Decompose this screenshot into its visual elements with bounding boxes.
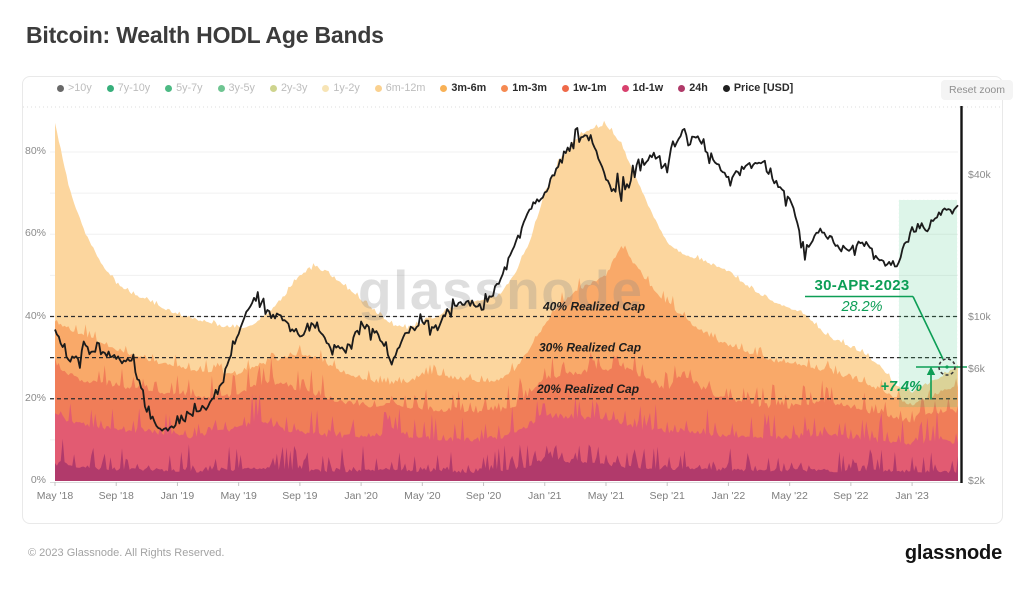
reset-zoom-button[interactable]: Reset zoom bbox=[941, 80, 1014, 100]
x-axis-tick: May '22 bbox=[771, 490, 808, 502]
x-axis-tick: Sep '21 bbox=[649, 490, 685, 502]
y-axis-right-tick: $40k bbox=[968, 169, 991, 182]
legend-dot bbox=[621, 84, 629, 92]
x-axis-tick: Sep '19 bbox=[282, 490, 318, 502]
legend-item-3m-6m[interactable]: 3m-6m bbox=[440, 82, 486, 94]
legend: >10y 7y-10y 5y-7y 3y-5y 2y-3y 1y-2y 6m-12m 3m-6… bbox=[57, 82, 793, 94]
legend-item-1w-1m[interactable]: 1w-1m bbox=[562, 82, 607, 94]
x-axis-tick: Sep '20 bbox=[465, 490, 502, 502]
legend-dot bbox=[678, 84, 686, 92]
legend-item-1m-3m[interactable]: 1m-3m bbox=[501, 82, 547, 94]
x-axis-tick: Sep '22 bbox=[833, 490, 869, 502]
legend-dot bbox=[722, 84, 730, 92]
legend-label: 2y-3y bbox=[280, 82, 308, 94]
legend-label: 1w-1m bbox=[573, 82, 607, 94]
legend-dot bbox=[165, 84, 173, 92]
legend-label: Price [USD] bbox=[733, 82, 794, 94]
legend-dot bbox=[440, 84, 448, 92]
legend-label: 24h bbox=[689, 82, 708, 94]
x-axis-tick: May '18 bbox=[36, 490, 74, 502]
legend-label: 5y-7y bbox=[176, 82, 203, 94]
legend-label: 1m-3m bbox=[512, 82, 547, 94]
watermark: glassnode bbox=[358, 259, 644, 321]
legend-item-6m-12m[interactable]: 6m-12m bbox=[374, 82, 426, 94]
x-axis-tick: May '20 bbox=[404, 490, 441, 502]
legend-dot bbox=[269, 84, 277, 92]
x-axis-tick: Jan '22 bbox=[711, 490, 746, 502]
y-axis-right-tick: $2k bbox=[968, 475, 985, 487]
legend-item-24h[interactable]: 24h bbox=[678, 82, 708, 94]
legend-dot bbox=[501, 84, 509, 92]
callout-date: 30-APR-2023 bbox=[814, 277, 910, 294]
y-axis-left-tick: 20% bbox=[24, 391, 46, 404]
x-axis-tick: Jan '23 bbox=[895, 490, 929, 502]
legend-item-1y-2y[interactable]: 1y-2y bbox=[322, 82, 360, 94]
legend-dot bbox=[57, 84, 64, 92]
y-axis-left-tick: 40% bbox=[24, 309, 46, 322]
legend-item-3y-5y[interactable]: 3y-5y bbox=[217, 82, 255, 94]
legend-label: 3y-5y bbox=[228, 82, 255, 94]
legend-label: 7y-10y bbox=[117, 82, 151, 94]
legend-label: 1y-2y bbox=[333, 82, 360, 94]
y-axis-left-tick: 80% bbox=[24, 145, 46, 157]
legend-label: 6m-12m bbox=[385, 82, 426, 94]
legend-item-10y[interactable]: >10y bbox=[57, 82, 92, 94]
glassnode-logo: glassnode bbox=[904, 542, 1002, 564]
legend-item-1d-1w[interactable]: 1d-1w bbox=[621, 82, 664, 94]
legend-label: 1d-1w bbox=[632, 82, 664, 94]
callout-value: 28.2% bbox=[841, 299, 883, 315]
legend-label: 3m-6m bbox=[451, 82, 487, 94]
footer-copyright: © 2023 Glassnode. All Rights Reserved. bbox=[28, 547, 225, 559]
page-title: Bitcoin: Wealth HODL Age Bands bbox=[26, 22, 384, 48]
legend-label: >10y bbox=[68, 82, 92, 94]
legend-dot bbox=[217, 84, 225, 92]
x-axis-tick: Jan '21 bbox=[527, 490, 562, 502]
highlight-region bbox=[898, 199, 958, 408]
legend-dot bbox=[374, 84, 382, 92]
legend-item-5y-7y[interactable]: 5y-7y bbox=[165, 82, 203, 94]
legend-dot bbox=[322, 84, 330, 92]
realized-cap-label-40: 40% Realized Cap bbox=[542, 300, 645, 314]
y-axis-left-tick: 0% bbox=[30, 474, 46, 486]
endpoint-marker bbox=[938, 358, 956, 376]
x-axis-tick: Jan '19 bbox=[160, 490, 195, 502]
y-axis-left-tick: 60% bbox=[24, 227, 46, 240]
x-axis-tick: Jan '20 bbox=[344, 490, 378, 502]
delta-label: +7.4% bbox=[880, 379, 922, 395]
price-line bbox=[54, 127, 959, 432]
legend-dot bbox=[106, 84, 114, 92]
legend-dot bbox=[562, 84, 569, 92]
y-axis-right-tick: $6k bbox=[968, 362, 985, 375]
x-axis-tick: May '19 bbox=[220, 490, 257, 502]
realized-cap-label-20: 20% Realized Cap bbox=[536, 382, 639, 396]
band-24h bbox=[55, 438, 958, 481]
y-axis-right-tick: $10k bbox=[968, 310, 991, 323]
legend-item-price-usd[interactable]: Price [USD] bbox=[722, 82, 794, 94]
legend-item-7y-10y[interactable]: 7y-10y bbox=[106, 82, 151, 94]
realized-cap-label-30: 30% Realized Cap bbox=[539, 341, 641, 355]
x-axis-tick: May '21 bbox=[587, 490, 625, 502]
legend-item-2y-3y[interactable]: 2y-3y bbox=[269, 82, 308, 94]
x-axis-tick: Sep '18 bbox=[98, 490, 134, 502]
